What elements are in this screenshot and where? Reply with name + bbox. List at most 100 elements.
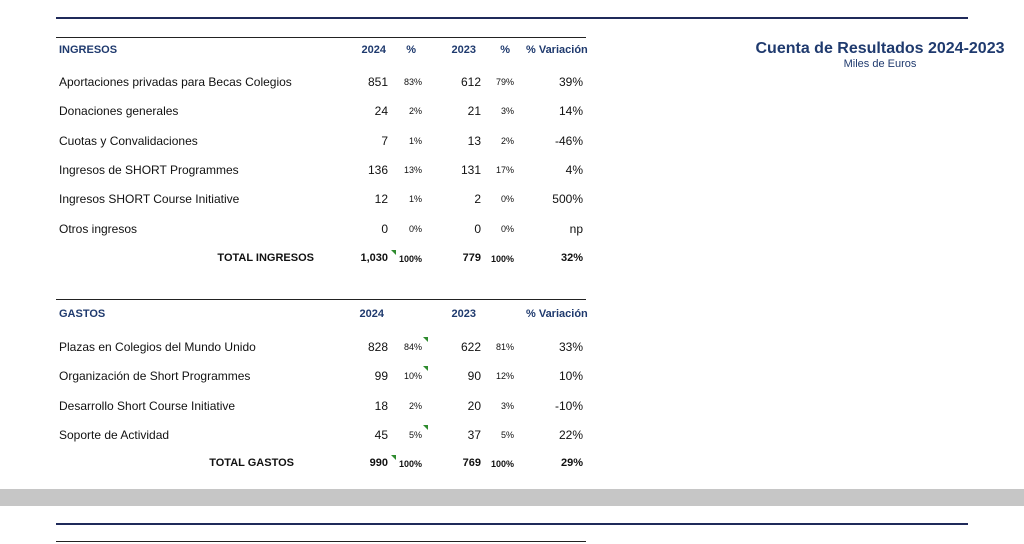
row-label: Soporte de Actividad xyxy=(59,428,170,442)
pct-2023: 17% xyxy=(495,165,514,175)
value-2024: 7 xyxy=(381,134,388,148)
next-table-top-rule xyxy=(56,541,586,542)
value-2024: 45 xyxy=(374,428,388,442)
table-row: Aportaciones privadas para Becas Colegio… xyxy=(56,72,586,92)
comment-marker-icon[interactable] xyxy=(391,250,396,255)
variation: 39% xyxy=(558,75,583,89)
row-label: Organización de Short Programmes xyxy=(59,369,251,383)
variation: 500% xyxy=(552,192,583,206)
total-value-2024: 1,030 xyxy=(360,252,388,264)
gastos-top-rule xyxy=(56,299,586,300)
total-ingresos-row: TOTAL INGRESOS 1,030 100% 779 100% 32% xyxy=(56,249,586,269)
pct-2023: 3% xyxy=(500,106,514,116)
col-variation: % Variación xyxy=(526,44,588,56)
pct-2024: 83% xyxy=(403,77,422,87)
value-2024: 828 xyxy=(367,340,388,354)
table-row: Ingresos SHORT Course Initiative 12 1% 2… xyxy=(56,189,586,209)
gastos-section-label: GASTOS xyxy=(59,308,106,320)
value-2024: 12 xyxy=(374,192,388,206)
pct-2023: 5% xyxy=(500,430,514,440)
row-label: Aportaciones privadas para Becas Colegio… xyxy=(59,75,292,89)
total-value-2024: 990 xyxy=(369,457,388,469)
variation: 4% xyxy=(565,163,583,177)
value-2024: 136 xyxy=(367,163,388,177)
value-2023: 0 xyxy=(474,222,481,236)
table-row: Donaciones generales 24 2% 21 3% 14% xyxy=(56,101,586,121)
variation: 33% xyxy=(558,340,583,354)
total-pct-2023: 100% xyxy=(490,254,514,264)
row-label: Donaciones generales xyxy=(59,104,179,118)
value-2023: 13 xyxy=(467,134,481,148)
col-pct-2023: % xyxy=(500,44,510,56)
comment-marker-icon[interactable] xyxy=(423,366,428,371)
pct-2024: 2% xyxy=(408,401,422,411)
total-label: TOTAL GASTOS xyxy=(209,457,294,469)
col-variation: % Variación xyxy=(526,308,588,320)
row-label: Plazas en Colegios del Mundo Unido xyxy=(59,340,256,354)
comment-marker-icon[interactable] xyxy=(423,425,428,430)
row-label: Desarrollo Short Course Initiative xyxy=(59,399,236,413)
table-row: Organización de Short Programmes 99 10% … xyxy=(56,366,586,386)
comment-marker-icon[interactable] xyxy=(391,455,396,460)
table-row: Plazas en Colegios del Mundo Unido 828 8… xyxy=(56,337,586,357)
value-2023: 21 xyxy=(467,104,481,118)
comment-marker-icon[interactable] xyxy=(423,337,428,342)
report-units: Miles de Euros xyxy=(843,58,917,70)
table-row: Cuotas y Convalidaciones 7 1% 13 2% -46% xyxy=(56,131,586,151)
ingresos-section-label: INGRESOS xyxy=(59,44,118,56)
value-2023: 2 xyxy=(474,192,481,206)
row-label: Ingresos SHORT Course Initiative xyxy=(59,192,240,206)
variation: 14% xyxy=(558,104,583,118)
bottom-divider xyxy=(56,523,968,525)
pct-2023: 3% xyxy=(500,401,514,411)
pct-2024: 0% xyxy=(408,224,422,234)
table-row: Otros ingresos 0 0% 0 0% np xyxy=(56,219,586,239)
col-2023: 2023 xyxy=(451,44,476,56)
row-label: Cuotas y Convalidaciones xyxy=(59,134,198,148)
table-row: Ingresos de SHORT Programmes 136 13% 131… xyxy=(56,160,586,180)
total-pct-2023: 100% xyxy=(490,459,514,469)
ingresos-top-rule xyxy=(56,37,586,38)
total-variation: 32% xyxy=(560,252,583,264)
total-value-2023: 769 xyxy=(462,457,481,469)
col-2023: 2023 xyxy=(451,308,476,320)
pct-2023: 0% xyxy=(500,194,514,204)
report-title: Cuenta de Resultados 2024-2023 xyxy=(755,40,1005,57)
total-gastos-row: TOTAL GASTOS 990 100% 769 100% 29% xyxy=(56,454,586,474)
pct-2024: 1% xyxy=(408,194,422,204)
pct-2024: 5% xyxy=(408,430,422,440)
pct-2024: 2% xyxy=(408,106,422,116)
value-2023: 37 xyxy=(467,428,481,442)
page-separator xyxy=(0,489,1024,506)
ingresos-header: INGRESOS 2024 % 2023 % % Variación xyxy=(56,41,588,61)
pct-2024: 84% xyxy=(403,342,422,352)
pct-2024: 1% xyxy=(408,136,422,146)
pct-2023: 81% xyxy=(495,342,514,352)
total-pct-2024: 100% xyxy=(398,254,422,264)
table-row: Soporte de Actividad 45 5% 37 5% 22% xyxy=(56,425,586,445)
pct-2024: 13% xyxy=(403,165,422,175)
total-pct-2024: 100% xyxy=(398,459,422,469)
pct-2023: 12% xyxy=(495,371,514,381)
pct-2023: 0% xyxy=(500,224,514,234)
total-value-2023: 779 xyxy=(462,252,481,264)
variation: 22% xyxy=(558,428,583,442)
col-2024: 2024 xyxy=(359,308,384,320)
value-2023: 90 xyxy=(467,369,481,383)
value-2024: 851 xyxy=(367,75,388,89)
total-label: TOTAL INGRESOS xyxy=(217,252,314,264)
pct-2024: 10% xyxy=(403,371,422,381)
total-variation: 29% xyxy=(560,457,583,469)
value-2024: 18 xyxy=(374,399,388,413)
variation: -46% xyxy=(554,134,583,148)
value-2023: 612 xyxy=(460,75,481,89)
variation: -10% xyxy=(554,399,583,413)
top-divider xyxy=(56,17,968,19)
value-2023: 20 xyxy=(467,399,481,413)
value-2024: 24 xyxy=(374,104,388,118)
value-2024: 99 xyxy=(374,369,388,383)
report-title-block: Cuenta de Resultados 2024-2023 Miles de … xyxy=(740,40,1020,70)
gastos-header: GASTOS 2024 2023 % Variación xyxy=(56,305,588,325)
pct-2023: 2% xyxy=(500,136,514,146)
row-label: Ingresos de SHORT Programmes xyxy=(59,163,239,177)
